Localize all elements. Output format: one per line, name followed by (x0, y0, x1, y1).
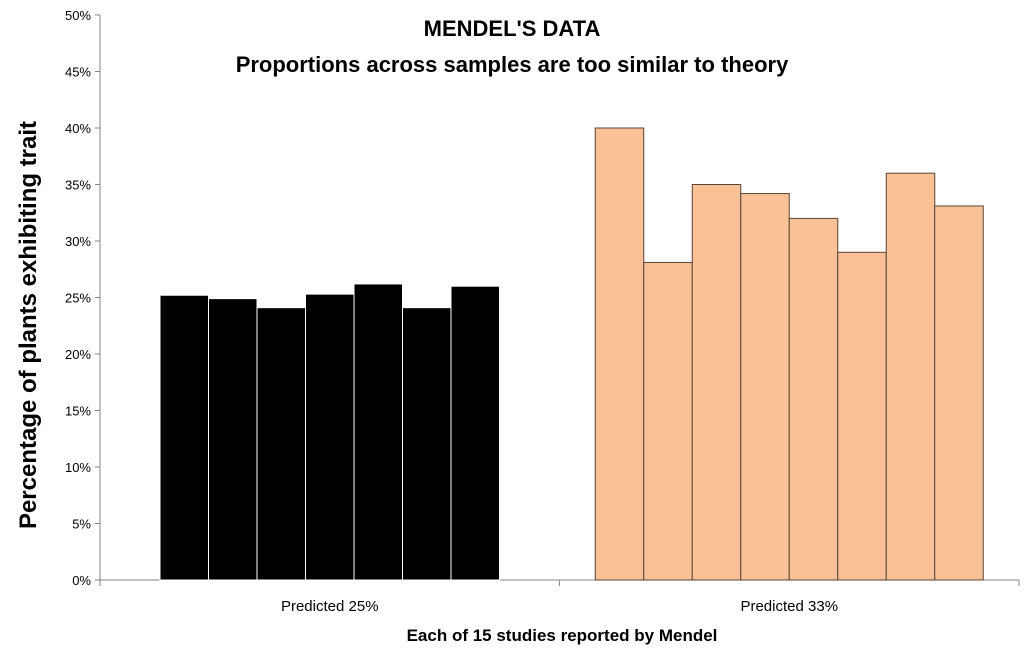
y-tick-label: 20% (65, 347, 91, 362)
x-axis-label: Each of 15 studies reported by Mendel (406, 626, 718, 645)
bar (594, 127, 645, 581)
y-tick-label: 45% (65, 65, 91, 80)
bar (885, 172, 936, 581)
bar (402, 307, 452, 581)
bar (353, 283, 403, 581)
y-tick-label: 30% (65, 234, 91, 249)
x-tick-label: Predicted 25% (281, 598, 379, 615)
bar (643, 261, 693, 581)
chart-title: MENDEL'S DATA (423, 16, 601, 41)
x-tick-label: Predicted 33% (740, 598, 838, 615)
bar (740, 193, 790, 581)
y-tick-label: 35% (65, 178, 91, 193)
y-tick-label: 25% (65, 291, 91, 306)
bar (837, 251, 887, 581)
y-tick-label: 0% (72, 573, 91, 588)
chart-subtitle: Proportions across samples are too simil… (235, 52, 789, 77)
bar (691, 184, 742, 581)
y-tick-label: 10% (65, 460, 91, 475)
bar (305, 293, 355, 581)
bar (256, 307, 306, 581)
bar (159, 294, 209, 581)
y-tick-label: 15% (65, 404, 91, 419)
bar (788, 217, 839, 581)
y-tick-label: 40% (65, 121, 91, 136)
bar (450, 285, 500, 581)
y-axis-label: Percentage of plants exhibiting trait (15, 120, 42, 530)
y-tick-label: 50% (65, 8, 91, 23)
y-tick-label: 5% (72, 517, 91, 532)
bar (934, 205, 984, 581)
bar (208, 298, 258, 581)
